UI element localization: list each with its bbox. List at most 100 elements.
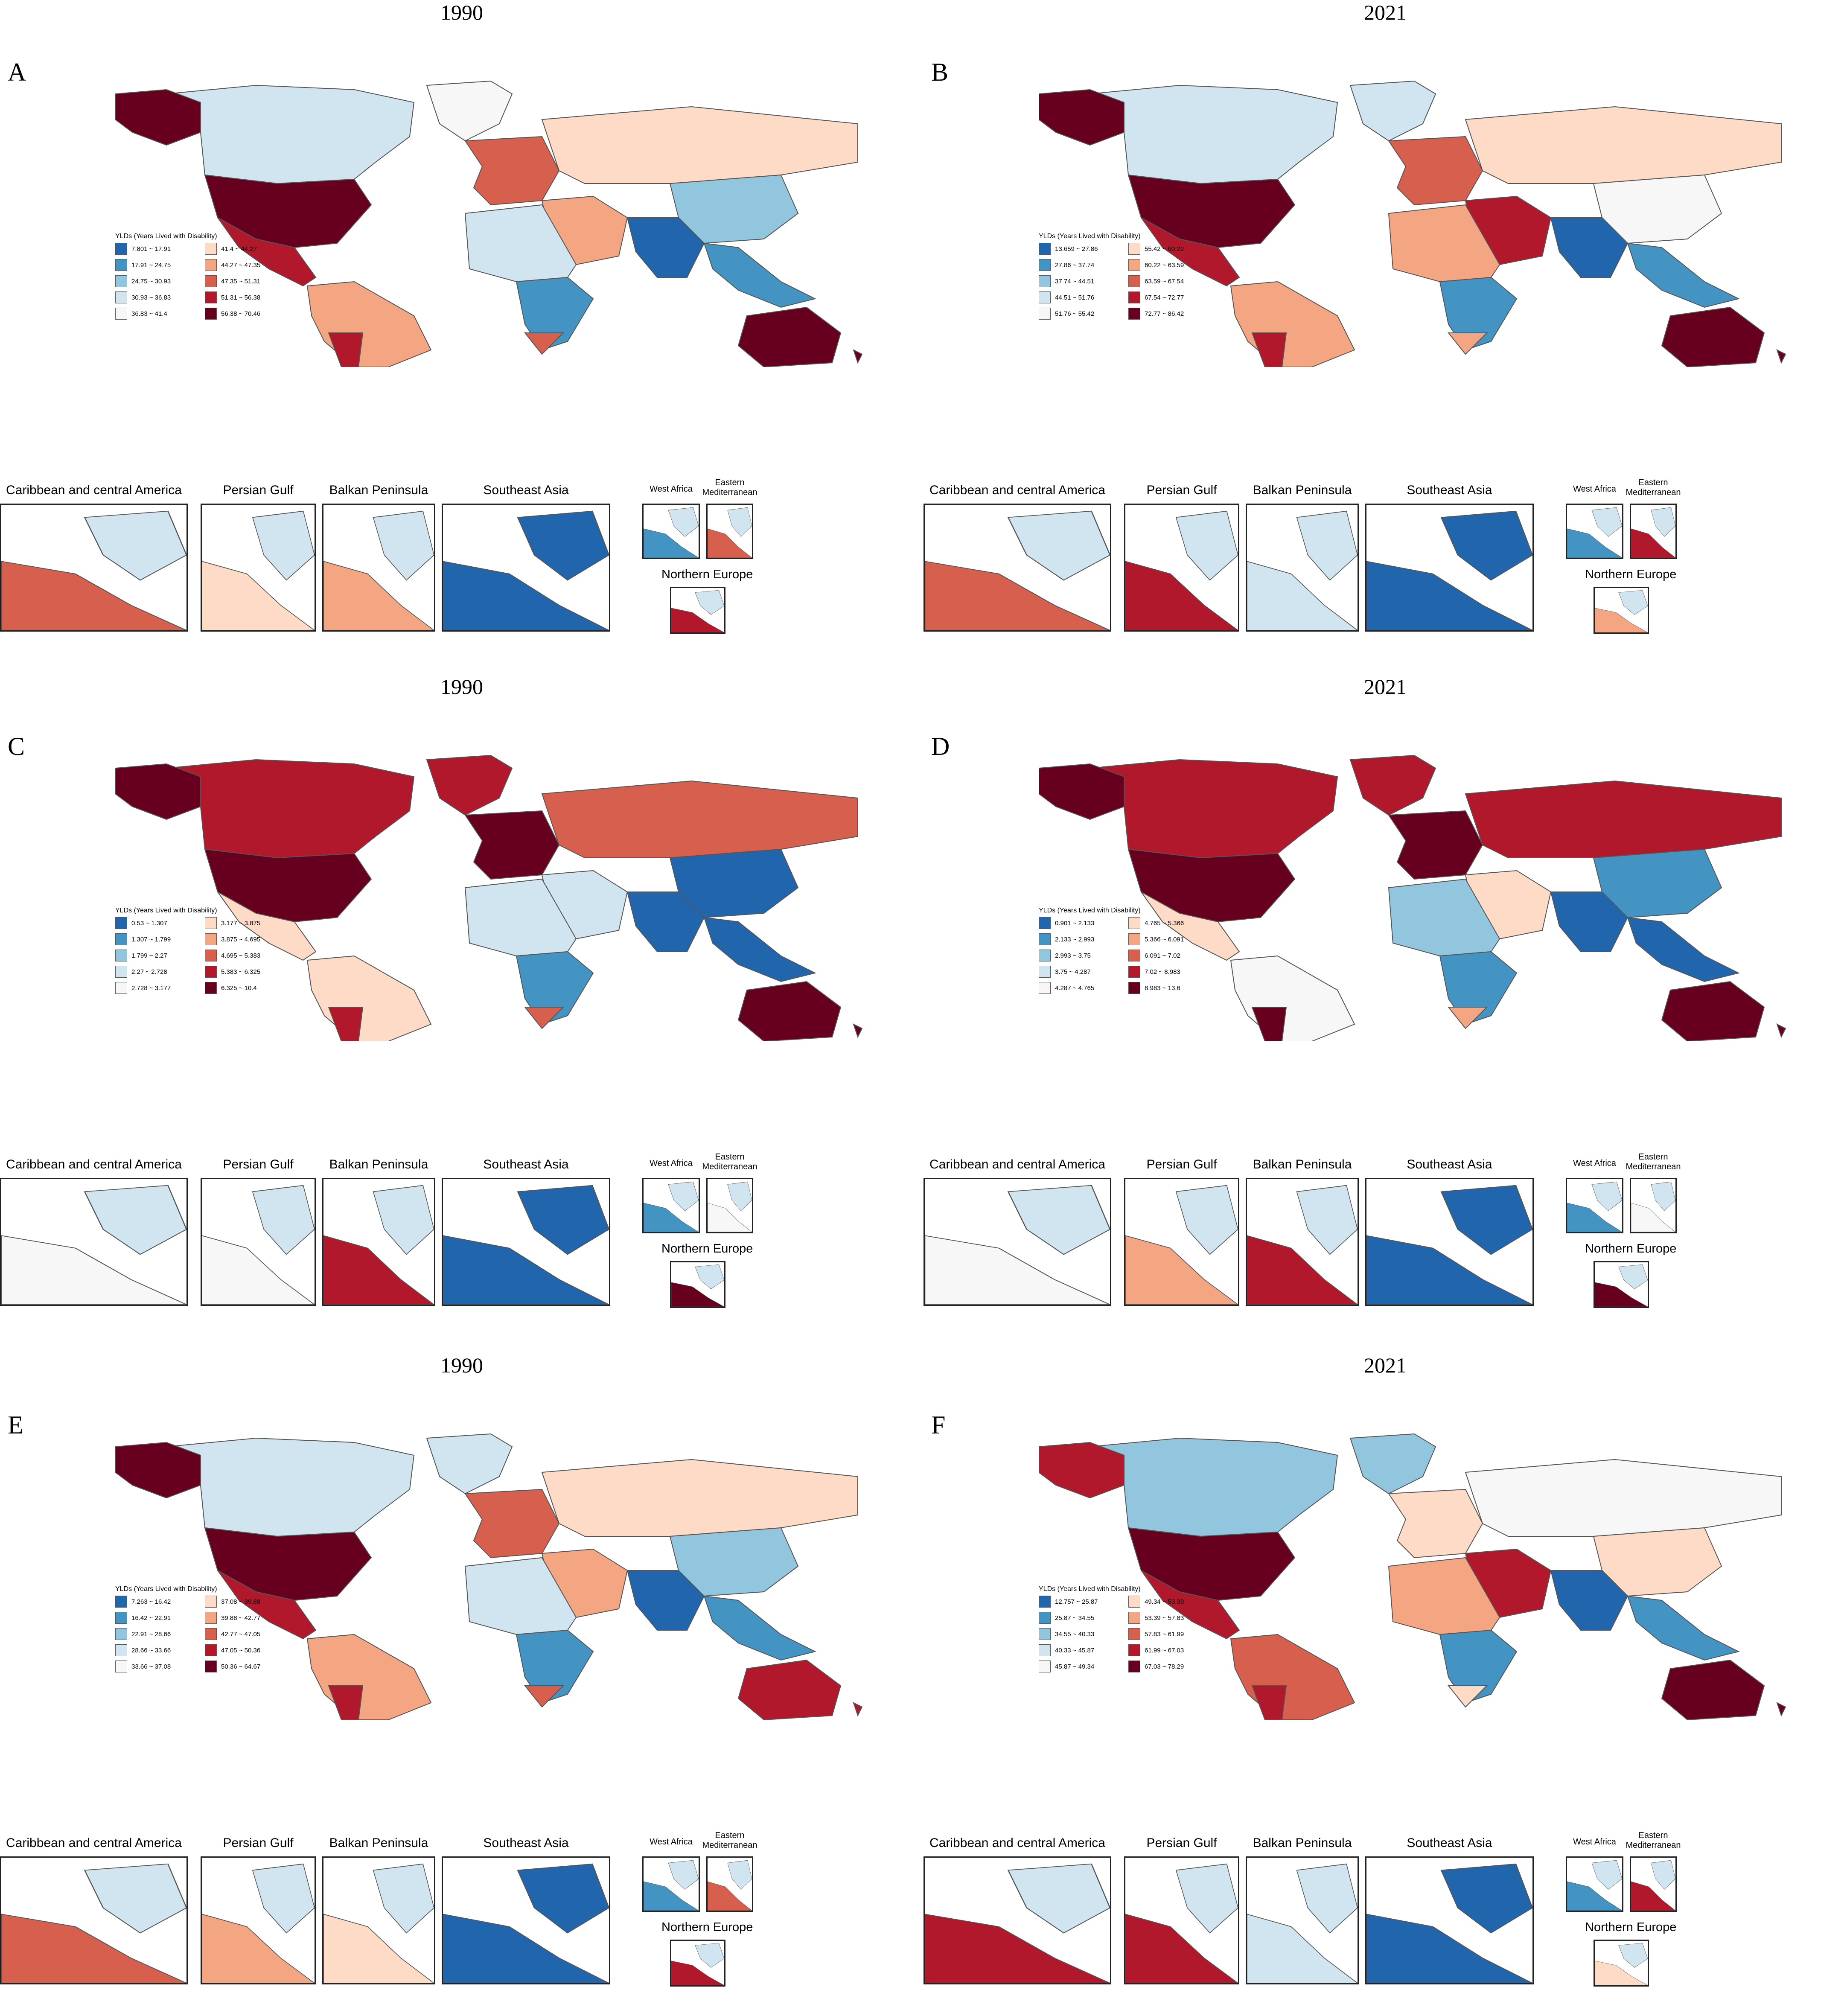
inset-region bbox=[1, 1235, 186, 1305]
map-panel-C: 1990 C YLDs (Years Lived with Disability) 0… bbox=[0, 674, 924, 1337]
panel-letter: A bbox=[8, 58, 26, 86]
legend-swatch bbox=[1039, 966, 1051, 978]
legend-label: 22.91 ~ 28.66 bbox=[131, 1630, 171, 1638]
country-argentina bbox=[328, 1007, 364, 1041]
legend-item: 4.765 ~ 5.366 bbox=[1128, 917, 1209, 929]
inset-northern-europe bbox=[670, 587, 725, 634]
legend-swatch bbox=[1128, 259, 1140, 271]
legend-item: 25.87 ~ 34.55 bbox=[1039, 1612, 1120, 1624]
inset-title-caribbean: Caribbean and central America bbox=[6, 1836, 182, 1850]
legend-item: 53.39 ~ 57.83 bbox=[1128, 1612, 1209, 1624]
legend-label: 3.177 ~ 3.875 bbox=[221, 919, 261, 927]
legend-item: 67.03 ~ 78.29 bbox=[1128, 1661, 1209, 1672]
inset-persian-gulf bbox=[201, 1856, 316, 1984]
legend-swatch bbox=[1039, 982, 1051, 994]
inset-title-caribbean: Caribbean and central America bbox=[6, 1157, 182, 1171]
country-se_asia bbox=[703, 917, 816, 982]
inset-title-southeast-asia: Southeast Asia bbox=[483, 483, 569, 497]
country-europe bbox=[464, 810, 560, 880]
country-africa_s bbox=[1439, 951, 1518, 1025]
legend-swatch bbox=[1128, 933, 1140, 945]
country-north_america bbox=[1089, 84, 1338, 184]
legend-label: 12.757 ~ 25.87 bbox=[1055, 1598, 1098, 1605]
inset-persian-gulf bbox=[1124, 504, 1239, 632]
legend-item: 39.88 ~ 42.77 bbox=[205, 1612, 286, 1624]
legend-item: 44.27 ~ 47.35 bbox=[205, 259, 286, 271]
inset-region bbox=[1618, 1943, 1648, 1968]
inset-title-southeast-asia: Southeast Asia bbox=[1407, 483, 1492, 497]
country-argentina bbox=[1251, 1007, 1287, 1041]
inset-southeast-asia bbox=[1365, 504, 1534, 632]
legend-swatch bbox=[1128, 982, 1140, 994]
inset-region bbox=[1631, 1203, 1675, 1232]
inset-balkan bbox=[1246, 504, 1359, 632]
country-new-zealand bbox=[1776, 349, 1786, 364]
inset-northern-europe bbox=[1594, 587, 1649, 634]
country-argentina bbox=[1251, 1685, 1287, 1720]
country-alaska bbox=[115, 89, 201, 146]
legend-item: 3.75 ~ 4.287 bbox=[1039, 966, 1120, 978]
country-australia bbox=[1661, 1659, 1765, 1720]
legend-item: 50.36 ~ 64.67 bbox=[205, 1661, 286, 1672]
legend-swatch bbox=[1128, 917, 1140, 929]
legend-swatch bbox=[1128, 966, 1140, 978]
legend-swatch bbox=[1039, 308, 1051, 320]
legend-item: 2.27 ~ 2.728 bbox=[115, 966, 196, 978]
inset-region bbox=[1567, 1203, 1622, 1232]
legend-swatch bbox=[205, 243, 217, 255]
inset-caribbean bbox=[0, 1178, 188, 1306]
inset-persian-gulf bbox=[201, 504, 316, 632]
inset-eastern-med bbox=[706, 1178, 753, 1233]
legend-label: 1.799 ~ 2.27 bbox=[131, 952, 167, 959]
legend-item: 27.86 ~ 37.74 bbox=[1039, 259, 1120, 271]
inset-region bbox=[323, 1914, 434, 1983]
legend-swatch bbox=[115, 275, 127, 287]
inset-region bbox=[668, 1860, 699, 1890]
world-map bbox=[1039, 80, 1786, 367]
inset-title-persian-gulf: Persian Gulf bbox=[223, 483, 294, 497]
inset-title-balkan: Balkan Peninsula bbox=[1253, 483, 1352, 497]
inset-title-northern-europe: Northern Europe bbox=[1585, 568, 1677, 581]
legend-item: 42.77 ~ 47.05 bbox=[205, 1628, 286, 1640]
inset-region bbox=[1, 561, 186, 630]
country-new-zealand bbox=[853, 1702, 863, 1717]
legend-swatch bbox=[115, 966, 127, 978]
legend-label: 53.39 ~ 57.83 bbox=[1145, 1614, 1184, 1622]
inset-title-northern-europe: Northern Europe bbox=[1585, 1920, 1677, 1934]
inset-title-eastern-med: Eastern Mediterranean bbox=[1626, 1831, 1681, 1850]
inset-region bbox=[443, 561, 609, 630]
inset-region bbox=[1125, 1914, 1238, 1983]
inset-title-persian-gulf: Persian Gulf bbox=[1146, 1836, 1217, 1850]
country-south_america bbox=[1230, 955, 1355, 1041]
legend-swatch bbox=[115, 1612, 127, 1624]
country-alaska bbox=[115, 763, 201, 820]
inset-region bbox=[1296, 510, 1358, 581]
inset-region bbox=[1440, 510, 1532, 581]
country-mexico bbox=[1141, 1570, 1240, 1640]
country-alaska bbox=[1039, 89, 1125, 146]
country-alaska bbox=[1039, 763, 1125, 820]
legend-label: 8.983 ~ 13.6 bbox=[1145, 984, 1180, 992]
legend-item: 56.38 ~ 70.46 bbox=[205, 308, 286, 320]
legend-label: 47.05 ~ 50.36 bbox=[221, 1646, 261, 1654]
legend-swatch bbox=[115, 1644, 127, 1656]
panel-year: 1990 bbox=[440, 1353, 483, 1377]
legend-item: 63.59 ~ 67.54 bbox=[1128, 275, 1209, 287]
legend-label: 16.42 ~ 22.91 bbox=[131, 1614, 171, 1622]
inset-region bbox=[1591, 1860, 1622, 1890]
legend-grid: 0.53 ~ 1.307 3.177 ~ 3.875 1.307 ~ 1.799 3.… bbox=[115, 917, 294, 994]
country-argentina bbox=[328, 1685, 364, 1720]
inset-west-africa bbox=[642, 1178, 700, 1233]
legend-swatch bbox=[205, 966, 217, 978]
country-russia bbox=[541, 780, 858, 858]
inset-title-balkan: Balkan Peninsula bbox=[1253, 1836, 1352, 1850]
inset-title-west-africa: West Africa bbox=[1573, 1837, 1616, 1847]
inset-title-persian-gulf: Persian Gulf bbox=[223, 1157, 294, 1171]
inset-eastern-med bbox=[706, 504, 753, 559]
country-south_africa bbox=[524, 1685, 565, 1708]
country-australia bbox=[1661, 981, 1765, 1041]
inset-title-persian-gulf: Persian Gulf bbox=[223, 1836, 294, 1850]
legend-item: 6.325 ~ 10.4 bbox=[205, 982, 286, 994]
legend-label: 51.76 ~ 55.42 bbox=[1055, 310, 1095, 318]
legend-item: 0.53 ~ 1.307 bbox=[115, 917, 196, 929]
